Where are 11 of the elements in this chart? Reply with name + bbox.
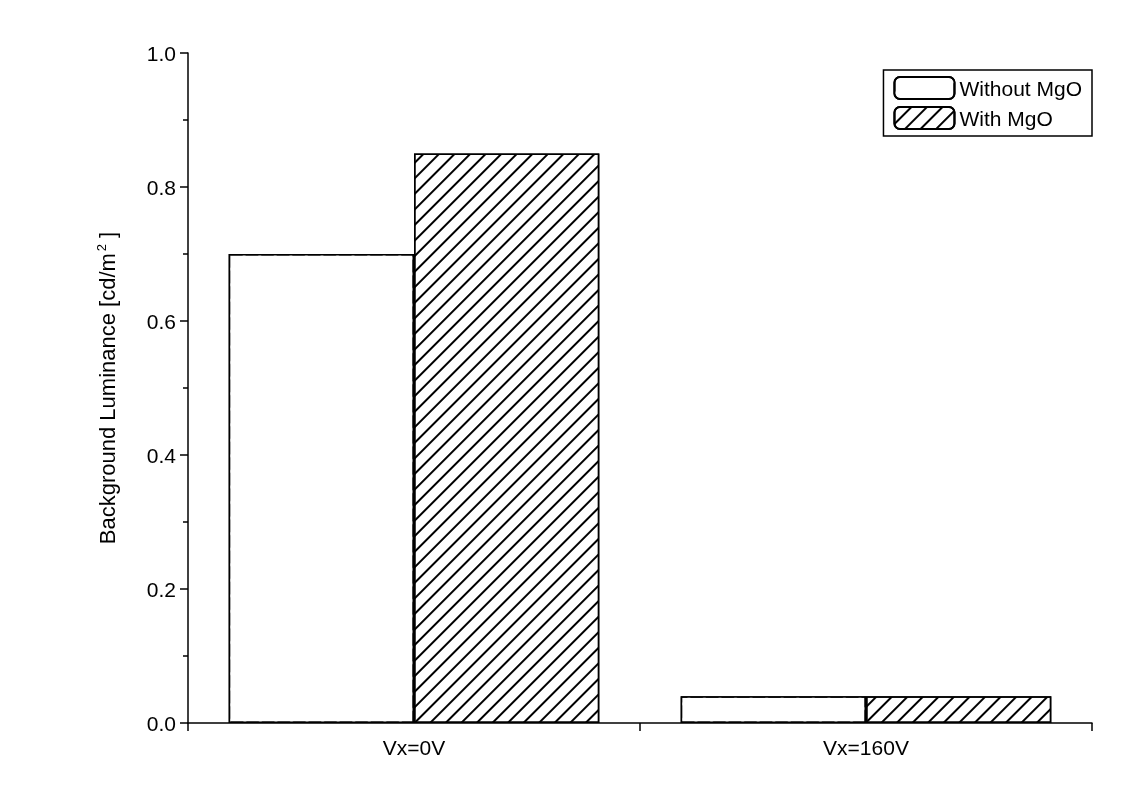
x-tick-label: Vx=160V	[823, 736, 909, 759]
y-tick-label: 0.2	[146, 577, 176, 601]
y-tick-label: 0.6	[146, 309, 176, 333]
x-tick-label: Vx=0V	[382, 736, 446, 759]
y-tick-label: 0.0	[146, 711, 176, 735]
y-axis-title: Background Luminance [cd/m2]	[94, 231, 120, 545]
legend-label: Without MgO	[959, 76, 1083, 100]
y-tick-label: 1.0	[146, 41, 176, 65]
legend-label: With MgO	[959, 106, 1053, 130]
y-tick-label: 0.8	[146, 175, 176, 199]
y-tick-label: 0.4	[146, 443, 177, 467]
